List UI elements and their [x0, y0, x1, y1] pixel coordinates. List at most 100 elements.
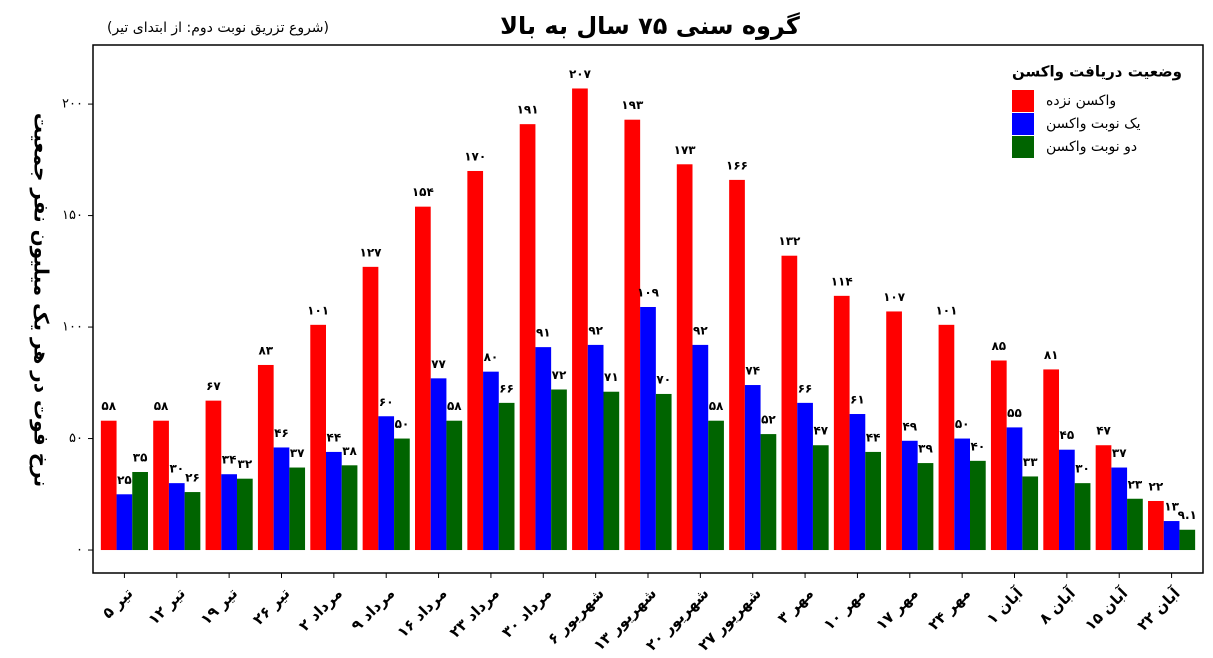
- data-label: ۳۵: [133, 450, 148, 464]
- legend-title: وضعیت دریافت واکسن: [1012, 63, 1182, 81]
- x-tick-label: ۲۲ آبان: [1134, 584, 1185, 635]
- bar: [865, 451, 881, 551]
- data-label: ۲۶: [185, 471, 200, 485]
- data-label: ۳۷: [290, 446, 305, 460]
- bar: [849, 414, 866, 551]
- bar: [812, 445, 829, 551]
- x-tick-label: ۱۶ مرداد: [394, 584, 451, 641]
- bar: [587, 344, 604, 551]
- x-tick-label: ۱ آبان: [983, 584, 1027, 628]
- data-label: ۸۳: [258, 343, 273, 357]
- bar: [676, 164, 693, 551]
- data-label: ۱۰۱: [935, 303, 957, 317]
- data-label: ۴۵: [1060, 428, 1075, 442]
- bar: [205, 400, 222, 551]
- data-label: ۴۴: [327, 430, 342, 444]
- data-label: ۸۱: [1044, 348, 1059, 362]
- bar: [624, 119, 641, 551]
- bar: [310, 324, 326, 551]
- bar: [938, 324, 955, 551]
- bar: [1095, 445, 1112, 551]
- bar: [833, 295, 850, 551]
- y-tick-label: ۱۰۰: [62, 320, 83, 335]
- data-label: ۱۵۴: [412, 185, 434, 199]
- data-label: ۵۸: [101, 399, 116, 413]
- bar: [708, 420, 724, 551]
- bar: [1179, 529, 1196, 551]
- bar: [797, 402, 813, 551]
- y-tick-label: ۱۵۰: [62, 208, 83, 223]
- data-label: ۹.۱: [1178, 508, 1197, 522]
- data-label: ۵۵: [1007, 406, 1022, 420]
- bar: [341, 465, 358, 551]
- bar: [1043, 369, 1060, 551]
- data-label: ۶۰: [379, 395, 394, 409]
- data-label: ۲۵: [117, 473, 132, 487]
- data-label: ۱۰۷: [883, 290, 906, 304]
- bar: [1074, 483, 1091, 551]
- bar: [886, 311, 902, 551]
- y-tick-label: ۲۰۰: [62, 97, 83, 112]
- x-tick-label: ۲۴ مهر: [925, 584, 975, 634]
- bar: [1111, 467, 1128, 551]
- data-label: ۸۰: [484, 350, 499, 364]
- x-tick-label: ۵ تیر: [99, 584, 137, 622]
- bar: [415, 206, 431, 551]
- bar: [954, 438, 971, 551]
- bar: [692, 344, 709, 551]
- data-label: ۲۰۷: [569, 67, 592, 81]
- data-label: ۱۷۰: [464, 149, 486, 163]
- data-label: ۷۷: [431, 357, 446, 371]
- data-label: ۹۱: [536, 326, 551, 340]
- bar: [990, 360, 1007, 551]
- data-label: ۲۳: [1128, 477, 1143, 491]
- x-tick-label: ۳ مهر: [774, 584, 817, 627]
- bar: [535, 347, 552, 551]
- legend-label: یک نوبت واکسن: [1046, 116, 1141, 132]
- bar: [430, 378, 447, 551]
- data-label: ۳۸: [342, 444, 357, 458]
- y-tick-label: ۰: [76, 543, 83, 558]
- data-label: ۴۰: [971, 439, 986, 453]
- bar: [236, 478, 253, 551]
- y-tick-label: ۵۰: [69, 431, 83, 446]
- data-label: ۱۰۱: [307, 303, 329, 317]
- legend-swatch: [1012, 90, 1034, 112]
- data-label: ۹۲: [588, 323, 603, 337]
- data-label: ۱۳: [1164, 500, 1179, 514]
- bar: [394, 438, 410, 551]
- data-label: ۱۹۱: [517, 103, 539, 117]
- bar: [744, 385, 761, 551]
- bar: [273, 447, 290, 551]
- data-label: ۱۲۷: [360, 245, 383, 259]
- x-tick-label: ۹ مرداد: [348, 584, 399, 635]
- data-label: ۱۹۳: [621, 98, 644, 112]
- data-label: ۹۲: [693, 323, 708, 337]
- bar: [551, 389, 567, 551]
- legend-swatch: [1012, 136, 1034, 158]
- bar: [917, 463, 934, 551]
- x-tick-label: ۱۰ مهر: [820, 584, 870, 634]
- data-label: ۴۶: [274, 426, 289, 440]
- bar: [1006, 427, 1023, 551]
- bar: [781, 255, 798, 551]
- data-label: ۳۰: [169, 462, 184, 476]
- data-label: ۵۸: [709, 399, 724, 413]
- bar: [970, 460, 986, 551]
- data-label: ۱۱۴: [831, 274, 853, 288]
- data-label: ۵۰: [395, 417, 410, 431]
- bar: [132, 471, 148, 551]
- bar: [729, 179, 745, 551]
- bar: [116, 494, 133, 551]
- bar: [498, 402, 515, 551]
- data-label: ۴۷: [1096, 424, 1111, 438]
- data-label: ۳۲: [238, 457, 253, 471]
- bar: [325, 451, 342, 551]
- bar: [257, 364, 274, 551]
- x-tick-label: ۱۵ آبان: [1081, 584, 1132, 635]
- chart-title: گروه سنی ۷۵ سال به بالا: [500, 12, 800, 40]
- bar: [1163, 521, 1180, 551]
- data-label: ۷۲: [552, 368, 567, 382]
- x-tick-label: ۲ مرداد: [295, 584, 346, 635]
